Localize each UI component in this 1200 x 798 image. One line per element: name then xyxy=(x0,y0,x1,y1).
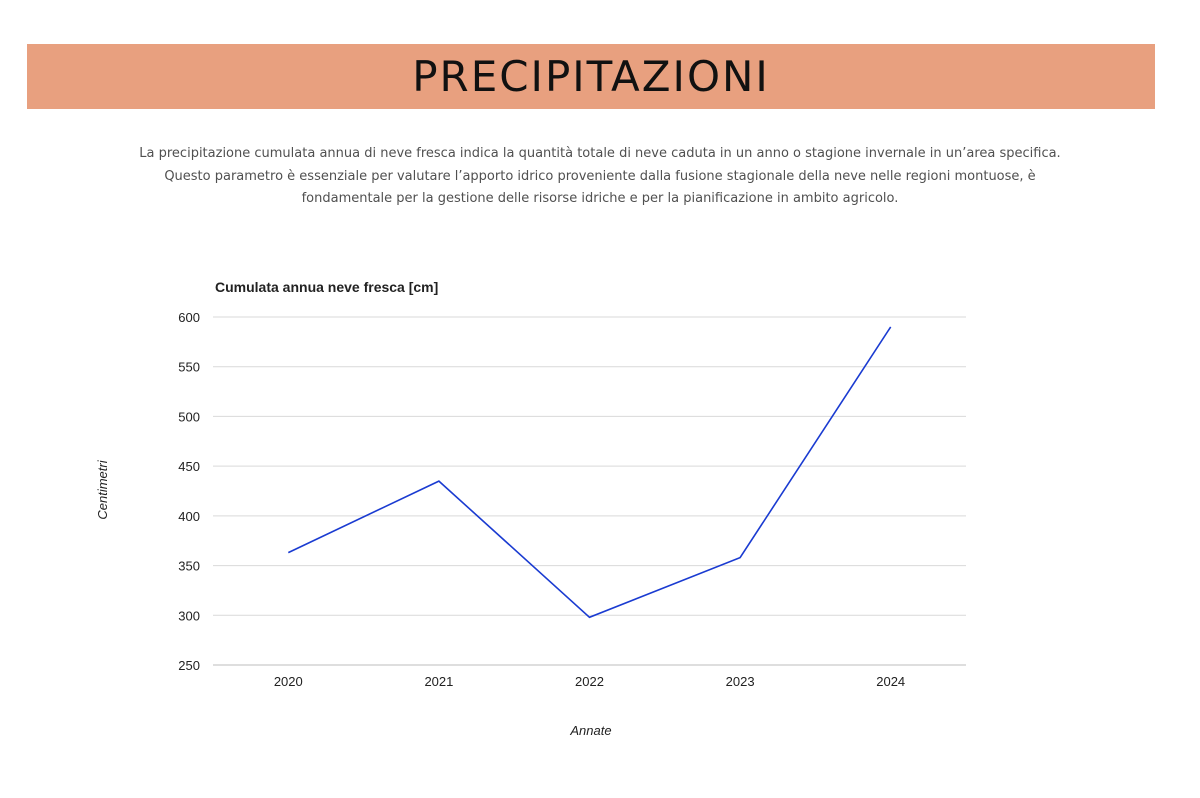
x-axis-label: Annate xyxy=(569,723,611,738)
y-tick-label: 350 xyxy=(178,559,200,574)
chart-title: Cumulata annua neve fresca [cm] xyxy=(215,279,438,295)
x-tick-label: 2024 xyxy=(876,674,905,689)
description-line-2: Questo parametro è essenziale per valuta… xyxy=(164,168,1036,184)
series-line-0 xyxy=(287,326,892,619)
x-tick-label: 2023 xyxy=(726,674,755,689)
y-tick-label: 550 xyxy=(178,360,200,375)
y-tick-label: 600 xyxy=(178,310,200,325)
y-axis-label: Centimetri xyxy=(95,459,110,519)
x-tick-label: 2021 xyxy=(424,674,453,689)
grid-lines xyxy=(213,316,966,666)
title-banner: PRECIPITAZIONI xyxy=(27,44,1155,109)
description-line-1: La precipitazione cumulata annua di neve… xyxy=(139,146,1061,161)
y-tick-label: 250 xyxy=(178,658,200,673)
y-tick-label: 450 xyxy=(178,459,200,474)
y-tick-label: 500 xyxy=(178,409,200,424)
y-tick-labels: 250 300 350 400 450 500 550 600 xyxy=(178,310,200,673)
x-tick-labels: 2020 2021 2022 2023 2024 xyxy=(274,674,905,689)
y-tick-label: 400 xyxy=(178,509,200,524)
page-title: PRECIPITAZIONI xyxy=(412,51,770,101)
page-description: La precipitazione cumulata annua di neve… xyxy=(100,143,1100,211)
x-tick-label: 2022 xyxy=(575,674,604,689)
x-tick-label: 2020 xyxy=(274,674,303,689)
series-layer xyxy=(287,326,892,619)
y-tick-label: 300 xyxy=(178,608,200,623)
description-line-3: fondamentale per la gestione delle risor… xyxy=(301,191,899,206)
